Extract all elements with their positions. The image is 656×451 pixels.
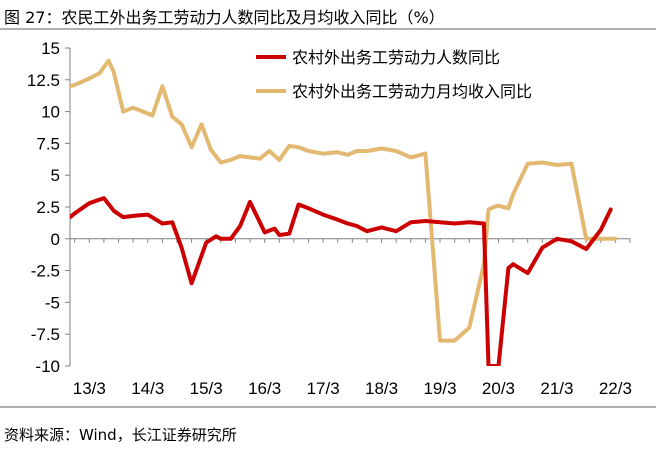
x-tick-label: 20/3	[482, 379, 515, 398]
x-tick-label: 14/3	[131, 379, 164, 398]
figure-title: 图 27：农民工外出务工劳动力人数同比及月均收入同比（%）	[4, 8, 445, 27]
source-note: 资料来源：Wind，长江证券研究所	[4, 426, 237, 444]
bottom-rule	[0, 406, 656, 408]
legend-label-2: 农村外出务工劳动力月均收入同比	[292, 82, 532, 101]
x-tick-label: 21/3	[540, 379, 573, 398]
top-rule	[0, 28, 656, 30]
y-tick-label: 2.5	[36, 198, 60, 217]
y-tick-label: 0	[51, 230, 60, 249]
x-tick-label: 18/3	[365, 379, 398, 398]
x-tick-label: 17/3	[307, 379, 340, 398]
y-tick-label: -5	[45, 293, 60, 312]
y-tick-label: 7.5	[36, 134, 60, 153]
x-tick-label: 13/3	[73, 379, 106, 398]
y-tick-label: -2.5	[31, 262, 60, 281]
x-axis: 13/3 14/3 15/3 16/3 17/3 18/3 19/3 20/3 21/3 22/3	[70, 238, 632, 398]
x-tick-label: 16/3	[248, 379, 281, 398]
series-line-1	[70, 196, 613, 366]
y-tick-label: -7.5	[31, 325, 60, 344]
y-axis: 15 12.5 10 7.5 5 2.5 0 -2.5 -5 -7.5 -10	[27, 39, 71, 376]
y-tick-label: -10	[35, 357, 60, 376]
series-layer	[70, 58, 618, 366]
y-tick-label: 12.5	[27, 71, 60, 90]
legend-label-1: 农村外出务工劳动力人数同比	[292, 48, 500, 67]
x-tick-label: 15/3	[190, 379, 223, 398]
series-line-2	[70, 58, 618, 343]
y-tick-label: 15	[41, 39, 60, 58]
y-tick-label: 5	[51, 166, 60, 185]
y-tick-label: 10	[41, 103, 60, 122]
x-tick-label: 22/3	[599, 379, 632, 398]
x-tick-label: 19/3	[423, 379, 456, 398]
